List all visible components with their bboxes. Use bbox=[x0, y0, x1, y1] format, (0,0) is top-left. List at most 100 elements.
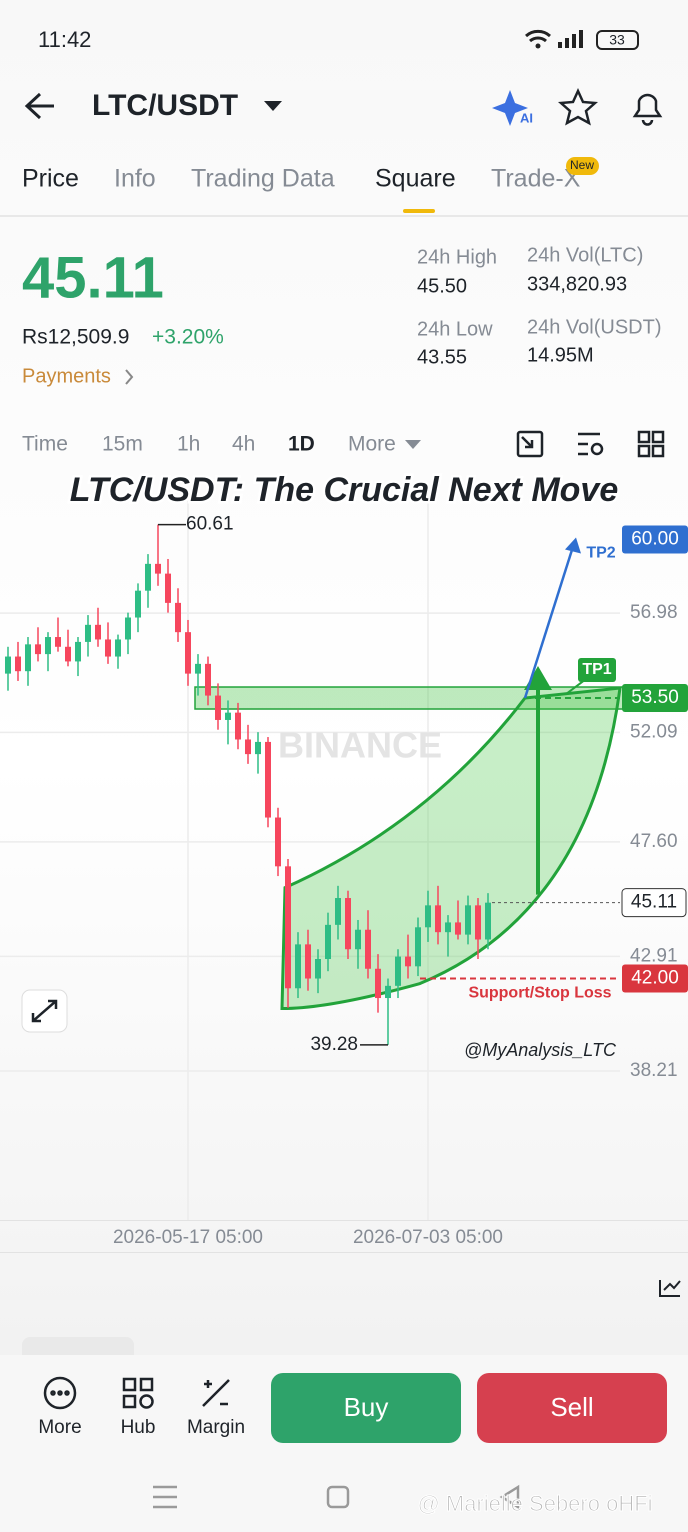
active-tab-indicator bbox=[403, 209, 435, 213]
status-icons bbox=[525, 29, 639, 50]
candle-body bbox=[25, 644, 31, 672]
candle-body bbox=[425, 905, 431, 928]
tp1-badge bbox=[578, 658, 616, 683]
interval[interactable]: 4h bbox=[232, 433, 255, 456]
current-price-box bbox=[621, 888, 687, 918]
candle-body bbox=[65, 646, 71, 662]
interval[interactable]: 15m bbox=[102, 433, 143, 456]
candle-body bbox=[15, 656, 21, 672]
candle-body bbox=[395, 956, 401, 986]
candle-body bbox=[375, 968, 381, 999]
stat-label: 24h High bbox=[417, 246, 497, 268]
back-button[interactable] bbox=[24, 92, 54, 120]
level-price-box bbox=[622, 525, 688, 554]
tp2-label: TP2 bbox=[586, 545, 615, 562]
candle-body bbox=[175, 602, 181, 633]
buy-label[interactable]: Buy bbox=[344, 1392, 389, 1422]
y-tick-label: 52.09 bbox=[630, 721, 678, 742]
tab[interactable]: Info bbox=[114, 165, 156, 193]
candle-body bbox=[165, 573, 171, 603]
tab[interactable]: Trade-X bbox=[491, 165, 581, 193]
candle-body bbox=[115, 639, 121, 657]
x-tick-label: 2026-05-17 05:00 bbox=[113, 1227, 263, 1248]
new-badge-bg bbox=[566, 157, 599, 175]
tab[interactable]: Trading Data bbox=[191, 165, 335, 193]
interval[interactable]: 1h bbox=[177, 433, 200, 456]
more-caret[interactable] bbox=[405, 440, 421, 449]
action-icons[interactable] bbox=[43, 1376, 230, 1410]
candle-body bbox=[405, 956, 411, 967]
notification-button[interactable] bbox=[632, 93, 663, 126]
pair-title[interactable]: LTC/USDT bbox=[92, 89, 238, 122]
ai-badge: AI bbox=[520, 110, 533, 125]
candle-body bbox=[345, 898, 351, 950]
candle-body bbox=[185, 632, 191, 674]
candle-body bbox=[365, 929, 371, 969]
exchange-watermark: BINANCE bbox=[278, 725, 442, 766]
candle-body bbox=[475, 905, 481, 940]
battery-level: 33 bbox=[609, 32, 625, 48]
candle-body bbox=[315, 959, 321, 979]
system-nav[interactable] bbox=[153, 1484, 520, 1510]
growth-channel bbox=[280, 686, 622, 1011]
current-price-label: 45.11 bbox=[631, 892, 677, 913]
ai-icon[interactable] bbox=[492, 90, 528, 126]
action-label[interactable]: More bbox=[38, 1417, 81, 1438]
stop-label: Support/Stop Loss bbox=[468, 985, 611, 1002]
indicator-toggle[interactable] bbox=[659, 1280, 681, 1297]
level-price-label: 60.00 bbox=[631, 528, 679, 549]
status-time: 11:42 bbox=[38, 27, 91, 52]
level-price-label: 53.50 bbox=[631, 687, 679, 708]
payments-chevron[interactable] bbox=[125, 369, 134, 385]
candle-body bbox=[485, 902, 491, 940]
interval[interactable]: More bbox=[348, 433, 396, 456]
candle-body bbox=[455, 922, 461, 935]
candle-body bbox=[265, 741, 271, 818]
payments-link[interactable]: Payments bbox=[22, 365, 111, 387]
y-tick-label: 42.91 bbox=[630, 945, 678, 966]
candle-body bbox=[225, 712, 231, 720]
grid: 56.98 52.09 47.60 42.91 38.21 2026-05-17 05:0… bbox=[0, 498, 678, 1248]
candle-body bbox=[105, 639, 111, 657]
divider bbox=[0, 1252, 688, 1253]
annotation-layer: 60.61 39.28 TP1 TP2 Support/Stop Loss 60.00 53… bbox=[158, 514, 688, 1055]
candle-body bbox=[385, 985, 391, 999]
candles bbox=[5, 524, 491, 1045]
chart-tools[interactable] bbox=[516, 430, 665, 458]
tp2-arrowhead bbox=[565, 537, 581, 554]
expand-button[interactable] bbox=[21, 989, 68, 1033]
candle-body bbox=[255, 741, 261, 755]
candle-body bbox=[35, 644, 41, 655]
candle-body bbox=[435, 905, 441, 933]
candle-body bbox=[205, 663, 211, 696]
target-arrowhead bbox=[524, 666, 552, 691]
candle-body bbox=[245, 739, 251, 755]
candle-body bbox=[305, 944, 311, 979]
last-price: 45.11 bbox=[22, 245, 164, 310]
tab[interactable]: Price bbox=[22, 165, 79, 193]
candle-body bbox=[45, 637, 51, 655]
pair-caret[interactable] bbox=[264, 101, 282, 111]
interval[interactable]: Time bbox=[22, 433, 68, 456]
candle-body bbox=[335, 898, 341, 925]
action-label[interactable]: Margin bbox=[187, 1417, 245, 1438]
candle-body bbox=[355, 929, 361, 950]
sell-button[interactable] bbox=[477, 1373, 667, 1443]
local-price: Rs12,509.9 bbox=[22, 326, 129, 349]
action-label[interactable]: Hub bbox=[121, 1417, 156, 1438]
stat-value: 14.95M bbox=[527, 344, 594, 366]
price-change: +3.20% bbox=[152, 326, 224, 349]
tab[interactable]: Square bbox=[375, 165, 456, 193]
favorite-button[interactable] bbox=[557, 87, 599, 126]
candle-body bbox=[95, 624, 101, 640]
sell-label[interactable]: Sell bbox=[550, 1392, 593, 1422]
chart-title: LTC/USDT: The Crucial Next Move bbox=[70, 471, 618, 509]
candle-body bbox=[85, 624, 91, 642]
candle-body bbox=[285, 866, 291, 989]
interval[interactable]: 1D bbox=[288, 433, 315, 456]
buy-button[interactable] bbox=[271, 1373, 461, 1443]
level-price-box bbox=[622, 684, 688, 713]
